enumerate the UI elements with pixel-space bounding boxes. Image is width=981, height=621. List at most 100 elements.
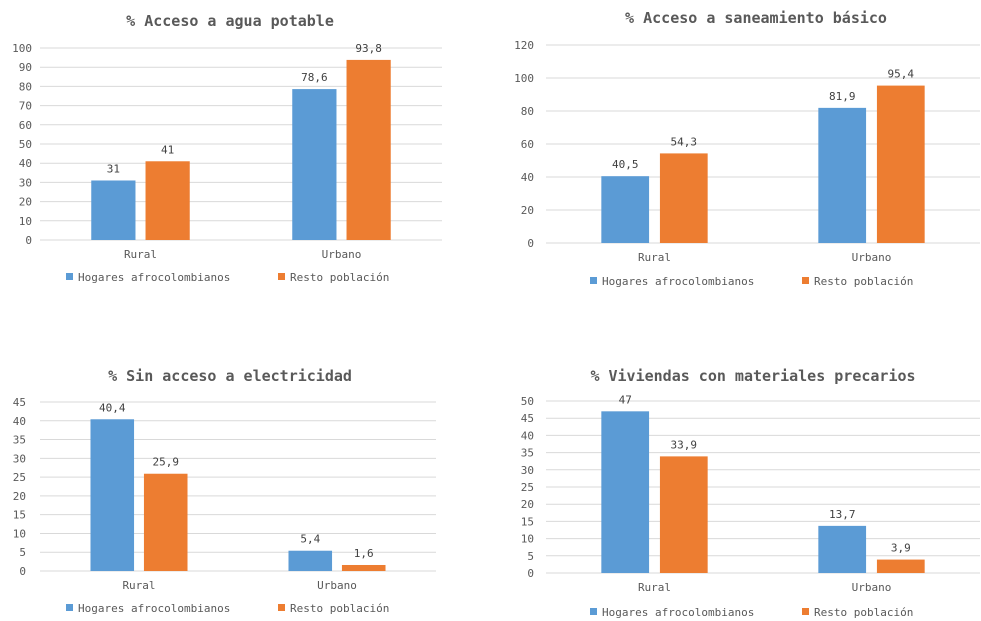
bar-hogares-afrocolombianos-urbano [288, 550, 333, 571]
data-label: 1,6 [354, 547, 374, 560]
y-tick-label: 10 [13, 527, 26, 540]
y-tick-label: 0 [527, 237, 534, 250]
bar-hogares-afrocolombianos-urbano [818, 107, 867, 244]
legend-swatch-hogares-afrocolombianos [590, 277, 597, 284]
y-tick-label: 40 [521, 171, 534, 184]
y-tick-label: 40 [13, 415, 26, 428]
chart-title: % Viviendas con materiales precarios [590, 367, 915, 385]
category-label: Urbano [852, 581, 892, 594]
legend-swatch-resto-poblacion [278, 273, 285, 280]
category-label: Rural [124, 248, 157, 261]
y-tick-label: 25 [13, 471, 26, 484]
data-label: 47 [619, 393, 632, 406]
data-label: 33,9 [671, 438, 698, 451]
y-tick-label: 0 [19, 565, 26, 578]
data-label: 54,3 [671, 135, 698, 148]
bar-hogares-afrocolombianos-rural [601, 176, 650, 243]
legend-label-hogares-afrocolombianos: Hogares afrocolombianos [602, 606, 754, 619]
y-tick-label: 50 [19, 138, 32, 151]
bar-resto-poblacion-urbano [876, 559, 925, 573]
legend-label-hogares-afrocolombianos: Hogares afrocolombianos [78, 271, 230, 284]
y-tick-label: 20 [521, 498, 534, 511]
chart-title: % Sin acceso a electricidad [108, 367, 352, 385]
bar-hogares-afrocolombianos-urbano [818, 525, 867, 573]
y-tick-label: 0 [25, 234, 32, 247]
bar-resto-poblacion-urbano [341, 564, 386, 571]
y-tick-label: 30 [521, 464, 534, 477]
y-tick-label: 50 [521, 395, 534, 408]
y-tick-label: 60 [19, 119, 32, 132]
data-label: 13,7 [829, 508, 856, 521]
category-label: Rural [122, 579, 155, 592]
y-tick-label: 15 [13, 509, 26, 522]
y-tick-label: 40 [521, 429, 534, 442]
bar-hogares-afrocolombianos-urbano [292, 89, 337, 240]
y-tick-label: 15 [521, 515, 534, 528]
y-tick-label: 30 [13, 452, 26, 465]
chart-svg: % Viviendas con materiales precarios 0 5 10… [521, 367, 980, 619]
bar-resto-poblacion-rural [659, 153, 708, 243]
data-label: 40,4 [99, 401, 126, 414]
y-tick-label: 5 [19, 546, 26, 559]
legend-swatch-hogares-afrocolombianos [590, 608, 597, 615]
y-tick-label: 35 [13, 434, 26, 447]
y-tick-label: 10 [19, 215, 32, 228]
data-label: 81,9 [829, 90, 856, 103]
legend-label-hogares-afrocolombianos: Hogares afrocolombianos [602, 275, 754, 288]
data-label: 95,4 [888, 68, 915, 81]
data-label: 5,4 [300, 533, 320, 546]
bar-hogares-afrocolombianos-rural [91, 180, 136, 240]
y-tick-label: 20 [19, 196, 32, 209]
category-label: Urbano [852, 251, 892, 264]
y-tick-label: 70 [19, 100, 32, 113]
y-tick-label: 45 [521, 412, 534, 425]
category-label: Rural [638, 251, 671, 264]
bar-resto-poblacion-rural [659, 456, 708, 573]
chart-svg: % Sin acceso a electricidad 0 5 10 15 20 25 30 3… [13, 367, 436, 615]
y-tick-label: 5 [527, 550, 534, 563]
legend-swatch-resto-poblacion [278, 604, 285, 611]
y-tick-label: 40 [19, 157, 32, 170]
category-label: Urbano [317, 579, 357, 592]
y-tick-label: 30 [19, 176, 32, 189]
y-tick-label: 45 [13, 396, 26, 409]
legend-label-hogares-afrocolombianos: Hogares afrocolombianos [78, 602, 230, 615]
y-tick-label: 25 [521, 481, 534, 494]
chart-sin-electricidad: % Sin acceso a electricidad 0 5 10 15 20 25 30 3… [0, 355, 490, 621]
y-tick-label: 100 [12, 42, 32, 55]
bar-resto-poblacion-urbano [876, 85, 925, 243]
data-label: 78,6 [301, 71, 328, 84]
legend-label-resto-poblacion: Resto población [290, 271, 389, 284]
chart-saneamiento-basico: % Acceso a saneamiento básico 0 20 40 60 80 10… [490, 0, 981, 300]
legend-label-resto-poblacion: Resto población [814, 275, 913, 288]
data-label: 93,8 [355, 42, 382, 55]
y-tick-label: 120 [514, 39, 534, 52]
bar-resto-poblacion-rural [145, 161, 190, 240]
chart-svg: % Acceso a agua potable 0 10 20 30 40 50 60 70 80… [12, 12, 442, 284]
y-tick-label: 100 [514, 72, 534, 85]
legend-swatch-hogares-afrocolombianos [66, 604, 73, 611]
bar-hogares-afrocolombianos-rural [601, 411, 650, 573]
y-tick-label: 10 [521, 533, 534, 546]
bar-hogares-afrocolombianos-rural [90, 419, 135, 571]
chart-title: % Acceso a agua potable [126, 12, 334, 30]
legend-label-resto-poblacion: Resto población [814, 606, 913, 619]
bar-resto-poblacion-urbano [346, 59, 391, 241]
legend-swatch-hogares-afrocolombianos [66, 273, 73, 280]
chart-svg: % Acceso a saneamiento básico 0 20 40 60 80 10… [514, 9, 980, 288]
legend-swatch-resto-poblacion [802, 608, 809, 615]
y-tick-label: 0 [527, 567, 534, 580]
legend-label-resto-poblacion: Resto población [290, 602, 389, 615]
chart-agua-potable: % Acceso a agua potable 0 10 20 30 40 50 60 70 80… [0, 0, 490, 300]
category-label: Rural [638, 581, 671, 594]
y-tick-label: 80 [521, 105, 534, 118]
data-label: 41 [161, 143, 174, 156]
data-label: 3,9 [891, 542, 911, 555]
y-tick-label: 35 [521, 447, 534, 460]
y-tick-label: 20 [13, 490, 26, 503]
y-tick-label: 80 [19, 80, 32, 93]
data-label: 40,5 [612, 158, 639, 171]
y-tick-label: 90 [19, 61, 32, 74]
legend-swatch-resto-poblacion [802, 277, 809, 284]
chart-title: % Acceso a saneamiento básico [625, 9, 887, 27]
